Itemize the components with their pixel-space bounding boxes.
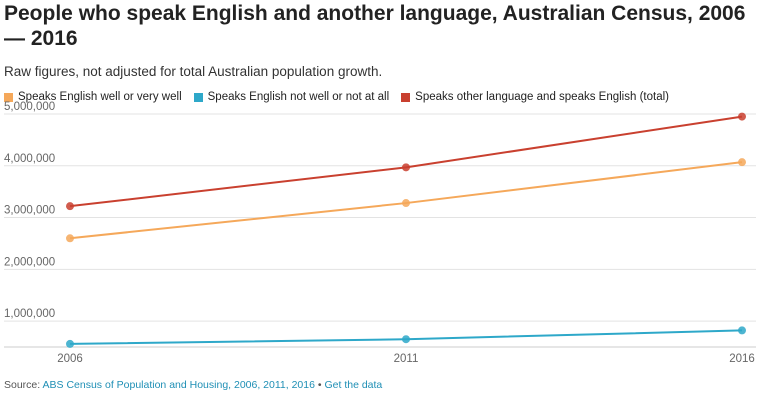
legend-label-total: Speaks other language and speaks English… — [415, 91, 669, 103]
y-tick-label: 4,000,000 — [4, 153, 55, 165]
y-tick-label: 3,000,000 — [4, 205, 55, 217]
legend-label-well: Speaks English well or very well — [18, 91, 182, 103]
x-tick-label: 2011 — [394, 353, 419, 365]
y-tick-label: 2,000,000 — [4, 256, 55, 268]
y-tick-label: 1,000,000 — [4, 308, 55, 320]
source-prefix: Source: — [4, 379, 41, 391]
data-point — [402, 199, 410, 208]
series-line-2 — [69, 115, 743, 208]
legend-swatch-not-well — [193, 92, 203, 102]
data-point — [402, 163, 410, 172]
chart-subtitle: Raw figures, not adjusted for total Aust… — [4, 64, 383, 79]
legend-label-not-well: Speaks English not well or not at all — [207, 91, 390, 103]
source-note: Source: ABS Census of Population and Hou… — [4, 379, 382, 391]
x-tick-label: 2016 — [729, 353, 755, 365]
data-point — [66, 202, 74, 211]
legend-item-well: Speaks English well or very well — [4, 91, 182, 103]
x-tick-label: 2006 — [57, 353, 83, 365]
legend: Speaks English well or very well Speaks … — [4, 91, 681, 103]
source-separator: • — [317, 379, 322, 391]
data-point — [738, 158, 746, 167]
legend-item-total: Speaks other language and speaks English… — [401, 91, 669, 103]
source-text: ABS Census of Population and Housing, 20… — [42, 379, 315, 391]
legend-swatch-well — [4, 92, 13, 102]
data-point — [402, 335, 410, 344]
data-point — [66, 234, 74, 243]
chart-title: People who speak English and another lan… — [4, 2, 746, 50]
data-point — [738, 326, 746, 335]
get-the-data-link[interactable]: Get the data — [324, 379, 383, 391]
legend-swatch-total — [401, 92, 411, 102]
legend-item-not-well: Speaks English not well or not at all — [193, 91, 390, 103]
y-tick-label: 5,000,000 — [4, 101, 55, 113]
data-point — [66, 339, 74, 348]
data-point — [738, 112, 746, 121]
